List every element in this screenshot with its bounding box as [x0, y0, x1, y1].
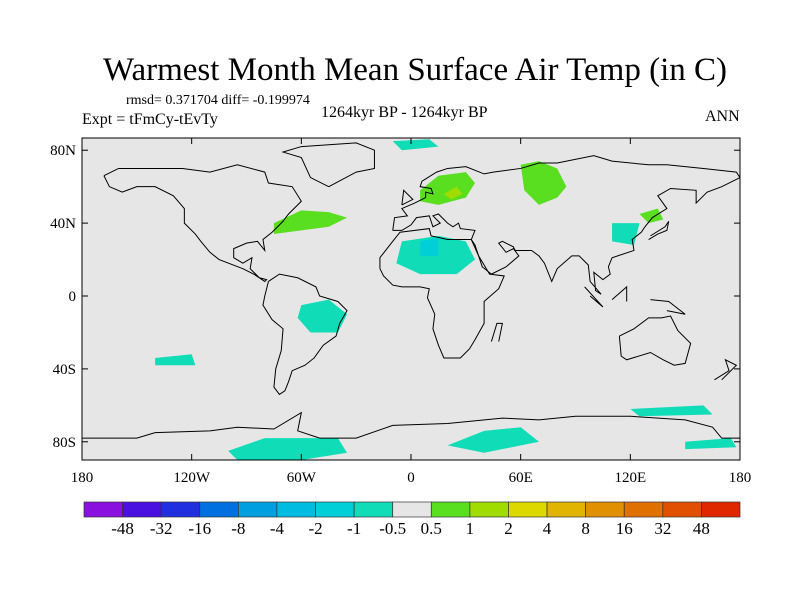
colorbar-label: 8 [581, 519, 590, 538]
anomaly-region [447, 427, 539, 453]
colorbar-label: -4 [270, 519, 285, 538]
colorbar-label: -16 [188, 519, 211, 538]
lon-tick-label: 120E [614, 470, 646, 486]
coastline [611, 285, 628, 302]
anomaly-region [155, 354, 196, 366]
colorbar-swatch [469, 501, 509, 518]
anomaly-region [420, 237, 439, 256]
lon-tick-label: 180 [71, 470, 94, 486]
colorbar-swatch [276, 501, 316, 518]
anomaly-region [228, 438, 348, 460]
colorbar-swatch [546, 501, 586, 518]
lon-tick-label: 180 [729, 470, 752, 486]
colorbar-swatch [160, 501, 201, 518]
anomaly-region [639, 208, 664, 224]
plot-title: Warmest Month Mean Surface Air Temp (in … [102, 52, 728, 88]
lat-tick-label: 80N [50, 143, 76, 159]
coastline [648, 221, 670, 240]
colorbar-label: 0.5 [421, 519, 442, 538]
map-layer [82, 139, 740, 460]
coastline [584, 286, 604, 308]
map-background [82, 138, 740, 460]
anomaly-region [420, 172, 475, 205]
colorbar-swatch [508, 501, 548, 518]
season-label: ANN [705, 108, 740, 125]
colorbar-label: -1 [347, 519, 361, 538]
coastline [392, 155, 740, 295]
anomaly-region [297, 299, 348, 333]
anomaly-region [520, 161, 567, 205]
colorbar-label: -2 [308, 519, 322, 538]
coastline [281, 142, 375, 188]
coastline [103, 164, 302, 283]
lat-tick-label: 80S [53, 435, 76, 451]
lat-tick-label: 40N [50, 216, 76, 232]
colorbar-swatch [662, 501, 702, 518]
colorbar-swatch [623, 501, 664, 518]
anomaly-region [443, 186, 463, 200]
colorbar-swatch [315, 501, 355, 518]
colorbar-swatch [585, 501, 625, 518]
experiment-label: Expt = tFmCy-tEvTy [82, 111, 218, 128]
coastline [714, 358, 738, 381]
coastline [262, 273, 348, 396]
coastline [82, 411, 740, 439]
lat-tick-label: 0 [69, 289, 77, 305]
anomaly-region [392, 139, 439, 151]
colorbar-label: 4 [543, 519, 552, 538]
colorbar-label: 1 [466, 519, 475, 538]
colorbar-swatch [353, 501, 394, 518]
colorbar-label: 48 [693, 519, 710, 538]
lon-tick-label: 120W [173, 470, 211, 486]
colorbar-label: 16 [616, 519, 633, 538]
anomaly-region [630, 405, 713, 417]
lon-tick-label: 60W [287, 470, 317, 486]
lat-tick-label: 40S [53, 362, 76, 378]
anomaly-region [273, 210, 348, 235]
colorbar-swatch [83, 501, 123, 518]
colorbar-label: 32 [654, 519, 671, 538]
colorbar-swatch [392, 501, 432, 518]
colorbar-swatch [199, 501, 239, 518]
anomaly-region [685, 438, 737, 450]
colorbar-label: -32 [150, 519, 173, 538]
colorbar-label: -8 [231, 519, 245, 538]
colorbar-label: -48 [111, 519, 134, 538]
coastline [650, 299, 686, 315]
coastline [379, 228, 505, 359]
center-label: 1264kyr BP - 1264kyr BP [321, 104, 488, 121]
colorbar-swatch [122, 501, 162, 518]
colorbar-swatch [430, 501, 471, 518]
lon-tick-label: 0 [407, 470, 415, 486]
coastline [401, 189, 414, 206]
colorbar-swatch [238, 501, 278, 518]
colorbar-swatch [701, 501, 741, 518]
colorbar-label: -0.5 [379, 519, 406, 538]
coastline [618, 315, 692, 366]
coastline [490, 322, 503, 342]
lon-tick-label: 60E [509, 470, 533, 486]
colorbar-label: 2 [504, 519, 513, 538]
stats-label: rmsd= 0.371704 diff= -0.199974 [126, 93, 310, 108]
